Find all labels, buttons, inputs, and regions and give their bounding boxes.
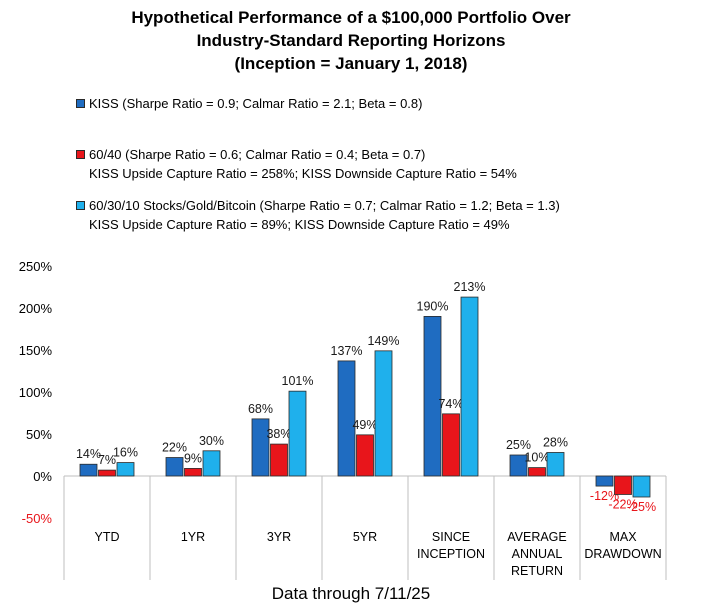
- data-label-60-40-ytd: 7%: [98, 453, 116, 467]
- data-label-kiss-5yr: 137%: [331, 344, 363, 358]
- data-label-60-30-10-stocks-gold-bitcoin-max-drawdown: -25%: [627, 500, 656, 514]
- bar-60-40-ytd: [98, 469, 116, 477]
- data-label-kiss-since-inception: 190%: [417, 299, 449, 313]
- bar-60-30-10-stocks-gold-bitcoin-average-annual-return: [546, 452, 565, 477]
- data-label-60-40-max-drawdown: -22%: [608, 497, 637, 511]
- x-category-label-ytd: YTD: [95, 530, 120, 544]
- bar-60-30-10-stocks-gold-bitcoin-ytd: [116, 462, 135, 477]
- y-tick-label-150: 150%: [19, 343, 53, 358]
- bar-kiss-since-inception: [423, 316, 442, 477]
- data-label-kiss-1yr: 22%: [162, 441, 187, 455]
- legend-swatch-60-40: [76, 150, 85, 159]
- legend-entry-60-30-10: 60/30/10 Stocks/Gold/Bitcoin (Sharpe Rat…: [76, 196, 560, 234]
- bar-kiss-5yr: [337, 360, 356, 477]
- x-category-label-since-inception: INCEPTION: [417, 547, 485, 561]
- y-tick-label-250: 250%: [19, 259, 53, 274]
- data-label-60-30-10-stocks-gold-bitcoin-ytd: 16%: [113, 446, 138, 460]
- data-label-60-30-10-stocks-gold-bitcoin-1yr: 30%: [199, 434, 224, 448]
- legend-label-60-30-10: 60/30/10 Stocks/Gold/Bitcoin (Sharpe Rat…: [89, 198, 560, 213]
- bar-60-40-3yr: [270, 443, 288, 477]
- data-label-60-40-1yr: 9%: [184, 451, 202, 465]
- bar-kiss-ytd: [79, 463, 98, 477]
- y-tick-label-50: 50%: [26, 427, 52, 442]
- bar-60-40-1yr: [184, 468, 202, 477]
- data-label-kiss-max-drawdown: -12%: [590, 489, 619, 503]
- bar-kiss-max-drawdown: [595, 475, 614, 487]
- chart-title-line-1: Hypothetical Performance of a $100,000 P…: [131, 8, 571, 27]
- x-category-label-max-drawdown: MAX: [609, 530, 637, 544]
- x-category-label-average-annual-return: RETURN: [511, 564, 563, 578]
- chart-title: Hypothetical Performance of a $100,000 P…: [0, 6, 702, 75]
- x-category-label-1yr: 1YR: [181, 530, 205, 544]
- legend-note-60-40: KISS Upside Capture Ratio = 258%; KISS D…: [89, 166, 517, 181]
- x-category-label-average-annual-return: AVERAGE: [507, 530, 567, 544]
- bar-60-30-10-stocks-gold-bitcoin-1yr: [202, 450, 221, 477]
- data-label-60-30-10-stocks-gold-bitcoin-since-inception: 213%: [454, 280, 486, 294]
- legend-label-60-40: 60/40 (Sharpe Ratio = 0.6; Calmar Ratio …: [89, 147, 426, 162]
- bar-60-30-10-stocks-gold-bitcoin-since-inception: [460, 296, 479, 477]
- legend-note-60-30-10: KISS Upside Capture Ratio = 89%; KISS Do…: [89, 217, 510, 232]
- bar-60-30-10-stocks-gold-bitcoin-max-drawdown: [632, 475, 651, 498]
- legend-entry-60-40: 60/40 (Sharpe Ratio = 0.6; Calmar Ratio …: [76, 145, 517, 183]
- y-tick-label-neg50: -50%: [22, 511, 53, 526]
- bar-chart: 250% 200% 150% 100% 50% 0% -50% YTD 1YR 3YR 5YR SIN…: [19, 259, 667, 580]
- bar-kiss-average-annual-return: [509, 454, 528, 477]
- legend-swatch-60-30-10: [76, 201, 85, 210]
- bar-60-30-10-stocks-gold-bitcoin-3yr: [288, 390, 307, 477]
- data-label-60-40-average-annual-return: 10%: [524, 451, 549, 465]
- legend-swatch-kiss: [76, 99, 85, 108]
- data-label-60-40-3yr: 38%: [266, 427, 291, 441]
- chart-title-line-3: (Inception = January 1, 2018): [234, 54, 468, 73]
- x-category-label-max-drawdown: DRAWDOWN: [584, 547, 661, 561]
- data-label-kiss-ytd: 14%: [76, 447, 101, 461]
- y-tick-label-0: 0%: [33, 469, 52, 484]
- bar-60-40-average-annual-return: [528, 467, 546, 477]
- x-category-label-5yr: 5YR: [353, 530, 377, 544]
- legend-label-kiss: KISS (Sharpe Ratio = 0.9; Calmar Ratio =…: [89, 96, 423, 111]
- data-label-60-30-10-stocks-gold-bitcoin-3yr: 101%: [282, 374, 314, 388]
- bar-kiss-3yr: [251, 418, 270, 477]
- data-label-60-30-10-stocks-gold-bitcoin-average-annual-return: 28%: [543, 435, 568, 449]
- bar-60-40-since-inception: [442, 413, 460, 477]
- chart-title-line-2: Industry-Standard Reporting Horizons: [196, 31, 506, 50]
- bar-kiss-1yr: [165, 457, 184, 477]
- bar-60-40-max-drawdown: [614, 475, 632, 495]
- bar-60-40-5yr: [356, 434, 374, 477]
- data-label-60-30-10-stocks-gold-bitcoin-5yr: 149%: [368, 334, 400, 348]
- data-label-60-40-since-inception: 74%: [438, 397, 463, 411]
- data-label-60-40-5yr: 49%: [352, 418, 377, 432]
- data-label-kiss-3yr: 68%: [248, 402, 273, 416]
- x-category-label-since-inception: SINCE: [432, 530, 470, 544]
- y-tick-label-100: 100%: [19, 385, 53, 400]
- bar-60-30-10-stocks-gold-bitcoin-5yr: [374, 350, 393, 477]
- x-category-label-average-annual-return: ANNUAL: [512, 547, 563, 561]
- data-label-kiss-average-annual-return: 25%: [506, 438, 531, 452]
- legend-entry-kiss: KISS (Sharpe Ratio = 0.9; Calmar Ratio =…: [76, 94, 422, 113]
- x-category-label-3yr: 3YR: [267, 530, 291, 544]
- footer-note: Data through 7/11/25: [271, 584, 431, 603]
- y-tick-label-200: 200%: [19, 301, 53, 316]
